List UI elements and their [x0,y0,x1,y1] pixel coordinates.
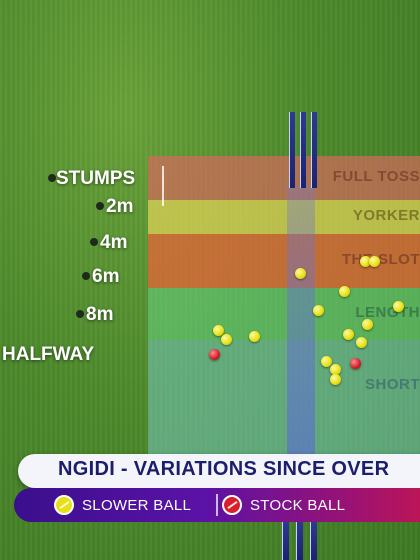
ball-stock [350,358,361,369]
marker-dot [82,272,90,280]
zone-full-toss: FULL TOSS [148,156,420,200]
cricket-ball-icon [54,495,74,515]
marker-dot [76,310,84,318]
ball-slower [356,337,367,348]
ball-slower [249,331,260,342]
ball-slower [393,301,404,312]
legend-label-stock: STOCK BALL [250,496,346,514]
ball-slower [295,268,306,279]
zone-yorker: YORKER [148,200,420,234]
pitch-center-strip [287,186,315,454]
marker-6m: 6m [92,266,120,287]
legend-item-stock: STOCK BALL [222,495,345,515]
legend-divider [216,494,218,516]
ball-slower [343,329,354,340]
zone-label-short: SHORT [365,376,420,393]
marker-stumps: STUMPS [56,168,136,189]
marker-8m: 8m [86,304,114,325]
marker-4m: 4m [100,232,128,253]
ball-slower [339,286,350,297]
zone-label-slot: THE SLOT [341,251,420,268]
marker-2m: 2m [106,196,134,217]
zone-short: SHORT [148,340,420,454]
legend-label-slower: SLOWER BALL [82,496,192,514]
marker-dot [48,174,56,182]
ball-slower [369,256,380,267]
zone-length: LENGTH [148,288,420,340]
ball-slower [321,356,332,367]
marker-halfway: HALFWAY [2,344,95,365]
ball-slower [360,256,371,267]
graphic-title: NGIDI - VARIATIONS SINCE OVER [58,458,390,480]
ball-slower [362,319,373,330]
cricket-ball-icon [222,495,242,515]
ball-slower [213,325,224,336]
zone-label-full-toss: FULL TOSS [332,168,420,185]
legend-bar: SLOWER BALL STOCK BALL [14,488,420,522]
zone-label-yorker: YORKER [352,207,420,224]
stumps-top [289,112,319,188]
stumps-bottom [282,522,318,560]
ball-slower [313,305,324,316]
legend-item-slower: SLOWER BALL [54,495,191,515]
marker-dot [96,202,104,210]
title-bar: NGIDI - VARIATIONS SINCE OVER [18,454,420,488]
ball-stock [209,349,220,360]
crease-line [162,166,164,206]
marker-dot [90,238,98,246]
ball-slower [330,374,341,385]
ball-slower [330,364,341,375]
ball-slower [221,334,232,345]
